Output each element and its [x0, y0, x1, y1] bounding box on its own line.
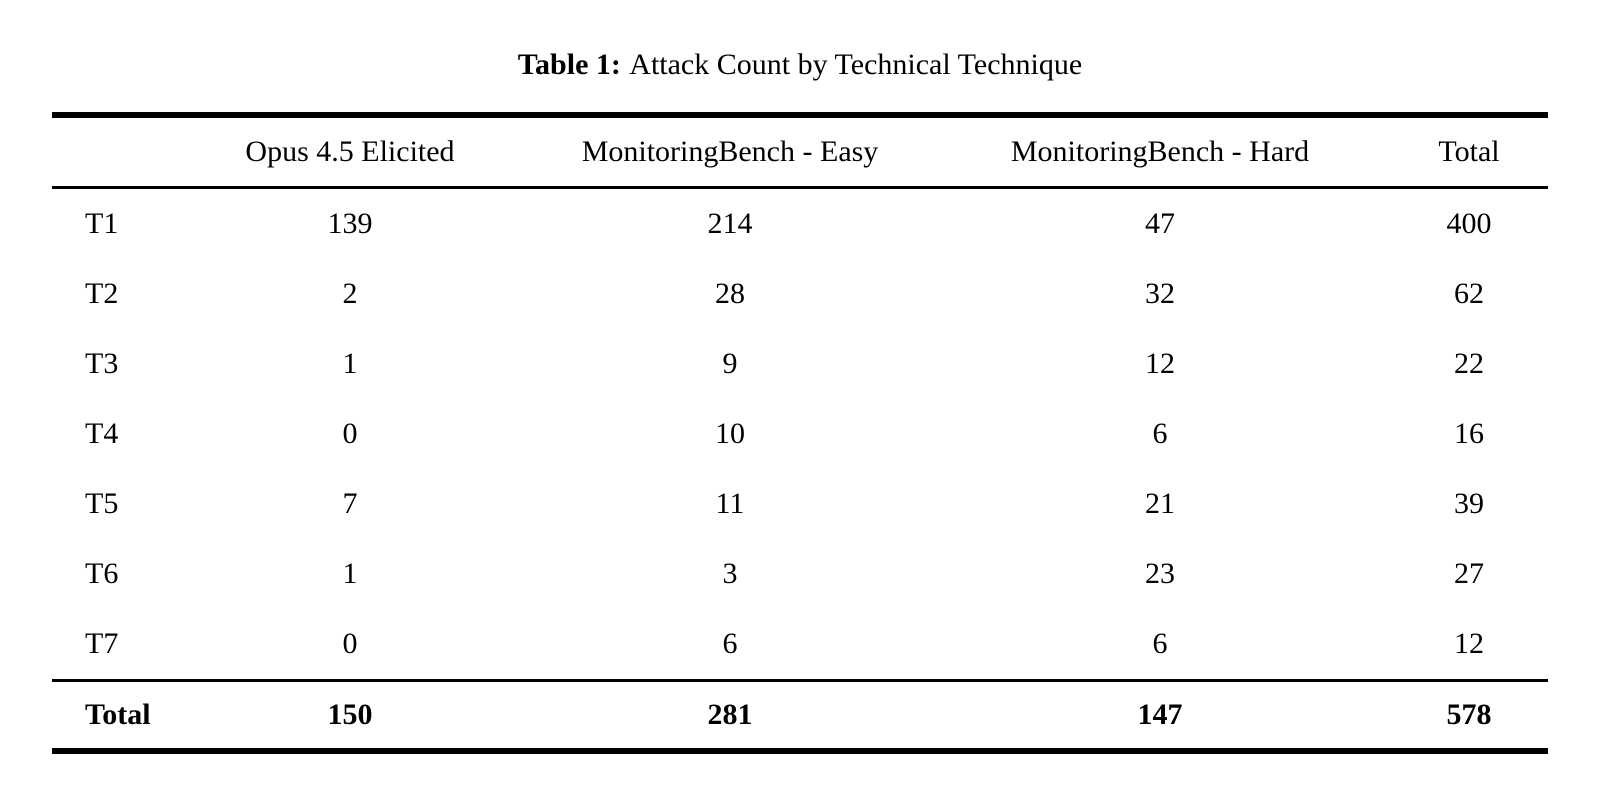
cell-value: 6 [1152, 417, 1168, 450]
row-label: T6 [85, 557, 119, 590]
row-label: T5 [85, 487, 119, 520]
cell-value: 1 [342, 557, 358, 590]
total-cell-value: 578 [1390, 679, 1548, 751]
row-label: T3 [85, 347, 119, 380]
cell-value: 23 [1145, 557, 1175, 590]
cell-value: 12 [1454, 627, 1484, 660]
column-header-mb-hard: MonitoringBench - Hard [930, 115, 1390, 189]
caption-label: Table 1: [517, 48, 621, 81]
cell-value: 6 [722, 627, 738, 660]
cell-value: 1 [342, 347, 358, 380]
corner-cell [52, 115, 170, 189]
cell-value: 400 [1446, 207, 1492, 240]
cell-value: 214 [707, 207, 753, 240]
cell-value: 0 [342, 417, 358, 450]
cell-value: 62 [1454, 277, 1484, 310]
cell-value: 139 [327, 207, 373, 240]
cell-value: 16 [1454, 417, 1484, 450]
column-header-mb-easy: MonitoringBench - Easy [530, 115, 930, 189]
attack-count-table: Opus 4.5 Elicited MonitoringBench - Easy… [52, 112, 1548, 754]
column-header-opus: Opus 4.5 Elicited [170, 115, 530, 189]
cell-value: 10 [715, 417, 745, 450]
row-label: T2 [85, 277, 119, 310]
row-label: T7 [85, 627, 119, 660]
total-cell-value: 281 [530, 679, 930, 751]
table-caption: Table 1: Attack Count by Technical Techni… [52, 46, 1548, 84]
column-header-total: Total [1390, 115, 1548, 189]
cell-value: 32 [1145, 277, 1175, 310]
table-row: T1 139 214 47 400 [52, 188, 1548, 260]
cell-value: 47 [1145, 207, 1175, 240]
cell-value: 21 [1145, 487, 1175, 520]
cell-value: 28 [715, 277, 745, 310]
total-cell-value: 150 [170, 679, 530, 751]
table-row: T7 0 6 6 12 [52, 609, 1548, 681]
table-row: T2 2 28 32 62 [52, 259, 1548, 329]
total-cell-value: 147 [930, 679, 1390, 751]
table-row: T3 1 9 12 22 [52, 329, 1548, 399]
cell-value: 11 [715, 487, 745, 520]
cell-value: 2 [342, 277, 358, 310]
total-row: Total 150 281 147 578 [52, 679, 1548, 751]
table-row: T4 0 10 6 16 [52, 399, 1548, 469]
table-row: T6 1 3 23 27 [52, 539, 1548, 609]
row-label: T1 [85, 207, 119, 240]
cell-value: 3 [722, 557, 738, 590]
cell-value: 6 [1152, 627, 1168, 660]
cell-value: 7 [342, 487, 358, 520]
cell-value: 22 [1454, 347, 1484, 380]
cell-value: 27 [1454, 557, 1484, 590]
row-label: T4 [85, 417, 119, 450]
caption-text: Attack Count by Technical Technique [629, 48, 1083, 81]
cell-value: 0 [342, 627, 358, 660]
cell-value: 9 [722, 347, 738, 380]
total-row-label: Total [52, 679, 170, 751]
cell-value: 12 [1145, 347, 1175, 380]
table-row: T5 7 11 21 39 [52, 469, 1548, 539]
cell-value: 39 [1454, 487, 1484, 520]
header-row: Opus 4.5 Elicited MonitoringBench - Easy… [52, 115, 1548, 189]
